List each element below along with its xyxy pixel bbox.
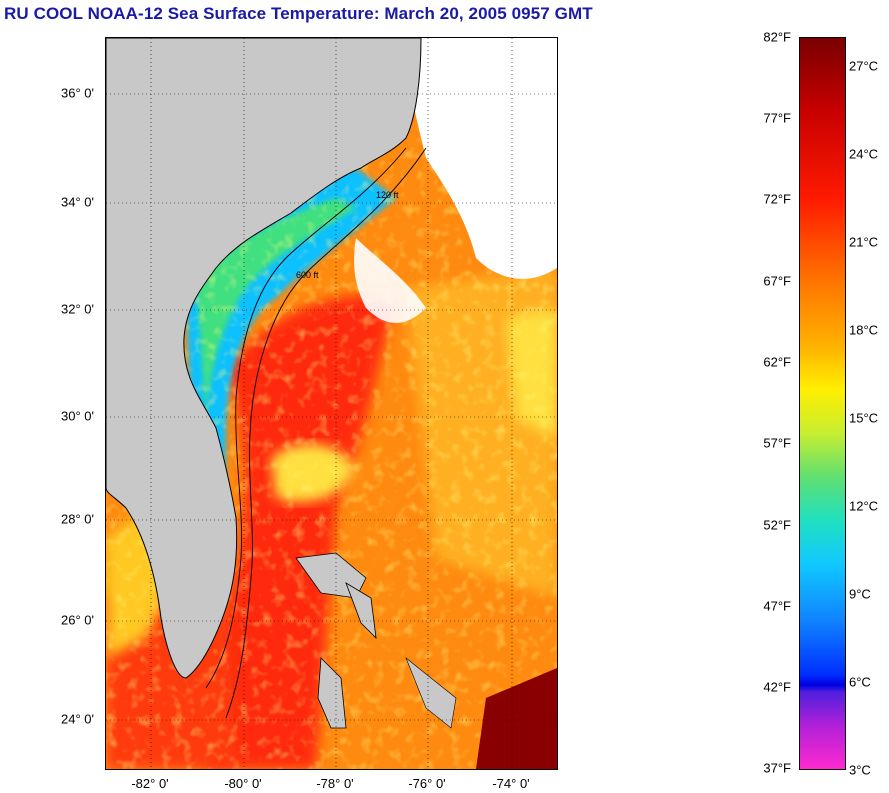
cb-f-72: 72°F xyxy=(763,191,791,207)
lat-label-36: 36° 0' xyxy=(61,85,94,101)
cb-c-27: 27°C xyxy=(849,58,879,74)
cloud-cover-north xyxy=(406,38,557,279)
cb-c-24: 24°C xyxy=(849,146,879,162)
cb-f-42: 42°F xyxy=(763,679,791,695)
cb-f-47: 47°F xyxy=(763,598,791,614)
cb-f-57: 57°F xyxy=(763,435,791,451)
contour-600ft xyxy=(225,147,427,719)
page-title: RU COOL NOAA-12 Sea Surface Temperature:… xyxy=(4,4,593,23)
lat-label-28: 28° 0' xyxy=(61,511,94,527)
island-eleuthera xyxy=(405,657,457,729)
contour-label-600: 600 ft xyxy=(296,270,319,280)
lat-label-26: 26° 0' xyxy=(61,612,94,628)
cb-f-67: 67°F xyxy=(763,273,791,289)
lat-label-24: 24° 0' xyxy=(61,711,94,727)
cb-c-3: 3°C xyxy=(849,762,871,778)
contour-120ft xyxy=(205,147,407,689)
cb-c-9: 9°C xyxy=(849,586,871,602)
cb-c-12: 12°C xyxy=(849,498,879,514)
cb-c-18: 18°C xyxy=(849,322,879,338)
lat-label-30: 30° 0' xyxy=(61,408,94,424)
lon-label-74: -74° 0' xyxy=(492,776,530,791)
sst-map: 120 ft 600 ft xyxy=(105,37,558,770)
island-andros xyxy=(317,657,347,729)
cb-c-21: 21°C xyxy=(849,234,879,250)
sst-map-canvas: 120 ft 600 ft xyxy=(106,38,557,769)
cb-c-6: 6°C xyxy=(849,674,871,690)
warm-corner xyxy=(476,668,557,769)
cloud-cover-patch xyxy=(354,238,426,323)
cb-f-52: 52°F xyxy=(763,517,791,533)
temperature-colorbar xyxy=(799,37,846,770)
cb-f-37: 37°F xyxy=(763,760,791,776)
cb-f-77: 77°F xyxy=(763,110,791,126)
lat-label-32: 32° 0' xyxy=(61,301,94,317)
contour-label-120: 120 ft xyxy=(376,190,399,200)
lon-label-78: -78° 0' xyxy=(316,776,354,791)
cb-f-62: 62°F xyxy=(763,354,791,370)
lon-label-80: -80° 0' xyxy=(224,776,262,791)
cb-c-15: 15°C xyxy=(849,410,879,426)
lon-label-76: -76° 0' xyxy=(408,776,446,791)
land-mass xyxy=(106,38,422,679)
island-abaco xyxy=(345,582,377,640)
cb-f-82: 82°F xyxy=(763,29,791,45)
lon-label-82: -82° 0' xyxy=(131,776,169,791)
lat-label-34: 34° 0' xyxy=(61,194,94,210)
